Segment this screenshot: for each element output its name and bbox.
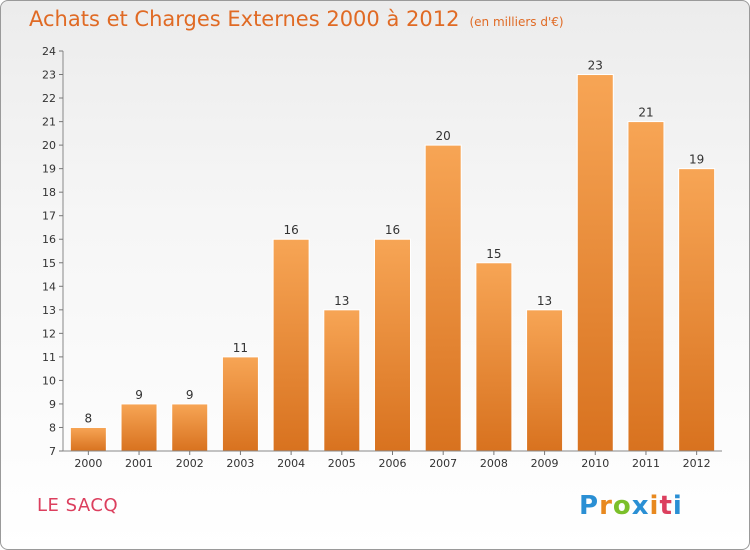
bar-2011 [627,121,665,452]
logo-letter: P [579,491,600,521]
bar-2001 [120,403,158,452]
y-tick-label: 22 [42,92,56,105]
y-tick-label: 23 [42,69,56,82]
y-tick-label: 11 [42,351,56,364]
y-tick-label: 21 [42,116,56,129]
y-tick-label: 13 [42,304,56,317]
bar-2009 [526,309,564,452]
x-tick-label-2007: 2007 [429,457,457,470]
bar-2003 [221,356,259,452]
data-label-2007: 20 [436,129,451,143]
data-label-2004: 16 [283,223,298,237]
y-tick-label: 17 [42,210,56,223]
y-tick-label: 8 [49,421,56,434]
x-tick-label-2005: 2005 [328,457,356,470]
x-tick-label-2011: 2011 [632,457,660,470]
bar-2010 [576,74,614,452]
bar-2000 [69,426,107,452]
x-tick-label-2004: 2004 [277,457,305,470]
logo-letter: r [599,491,613,521]
y-tick-label: 15 [42,257,56,270]
chart-subtitle: (en milliers d'€) [469,15,564,29]
logo-letter: i [672,491,683,521]
bar-2005 [323,309,361,452]
logo-letter: x [631,491,650,521]
bar-2007 [424,144,462,452]
bar-2004 [272,238,310,452]
bar-2012 [678,168,716,452]
y-axis: 7 8 9 10 11 12 13 14 15 16 17 18 19 20 21 22 23 24 [42,45,64,458]
data-label-2011: 21 [638,106,653,120]
data-label-2009: 13 [537,294,552,308]
logo-letter: t [659,491,673,521]
bar-2002 [171,403,209,452]
x-tick-label-2012: 2012 [683,457,711,470]
data-label-2012: 19 [689,153,704,167]
y-tick-label: 16 [42,233,56,246]
data-label-2005: 13 [334,294,349,308]
y-tick-label: 19 [42,163,56,176]
logo-letter: o [612,491,632,521]
data-label-2003: 11 [233,341,248,355]
bar-2008 [475,262,513,452]
y-tick-label: 12 [42,327,56,340]
data-label-2008: 15 [486,247,501,261]
y-tick-label: 24 [42,45,56,58]
x-tick-label-2009: 2009 [531,457,559,470]
y-tick-label: 14 [42,280,56,293]
proxiti-logo: Proxiti [579,491,683,521]
x-tick-label-2002: 2002 [176,457,204,470]
bars: 8 9 9 11 16 13 16 20 15 13 23 21 19 [69,59,716,452]
x-tick-label-2000: 2000 [74,457,102,470]
data-label-2000: 8 [85,411,93,425]
chart-title-text: Achats et Charges Externes 2000 à 2012 [29,7,460,31]
bar-2006 [374,238,411,452]
y-tick-label: 18 [42,186,56,199]
data-label-2002: 9 [186,388,194,402]
chart-title: Achats et Charges Externes 2000 à 2012 (e… [29,7,564,31]
x-tick-label-2008: 2008 [480,457,508,470]
x-axis: 2000 2001 2002 2003 2004 2005 2006 2007 2008 2009… [63,450,722,470]
y-tick-label: 7 [49,445,56,458]
x-tick-label-2003: 2003 [226,457,254,470]
data-label-2006: 16 [385,223,400,237]
y-tick-label: 10 [42,374,56,387]
x-tick-label-2001: 2001 [125,457,153,470]
city-name: LE SACQ [37,495,119,516]
y-tick-label: 9 [49,398,56,411]
logo-letter: i [649,491,660,521]
data-label-2001: 9 [135,388,143,402]
y-tick-label: 20 [42,139,56,152]
data-label-2010: 23 [588,59,603,73]
x-tick-label-2006: 2006 [379,457,407,470]
x-tick-label-2010: 2010 [581,457,609,470]
